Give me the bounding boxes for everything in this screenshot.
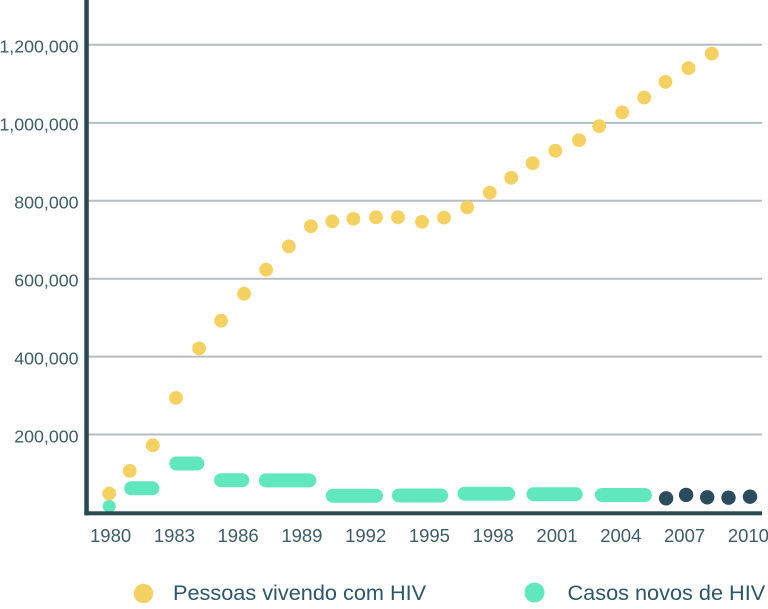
svg-text:600,000: 600,000: [14, 271, 78, 291]
svg-text:Pessoas vivendo com HIV: Pessoas vivendo com HIV: [173, 580, 427, 605]
svg-text:Casos novos de HIV: Casos novos de HIV: [568, 580, 766, 605]
svg-text:200,000: 200,000: [14, 426, 78, 446]
svg-text:1980: 1980: [90, 525, 131, 546]
svg-text:1986: 1986: [218, 525, 259, 546]
svg-text:2004: 2004: [600, 525, 641, 546]
svg-text:1983: 1983: [154, 525, 195, 546]
svg-text:1,200,000: 1,200,000: [0, 37, 79, 57]
svg-text:2007: 2007: [664, 525, 705, 546]
svg-text:2001: 2001: [536, 525, 577, 546]
svg-text:800,000: 800,000: [14, 193, 78, 213]
svg-text:400,000: 400,000: [14, 348, 78, 368]
svg-text:1,000,000: 1,000,000: [0, 115, 79, 135]
svg-text:1995: 1995: [409, 525, 450, 546]
svg-text:1992: 1992: [345, 525, 386, 546]
svg-text:2010: 2010: [728, 525, 768, 546]
svg-text:1998: 1998: [473, 525, 514, 546]
svg-text:1989: 1989: [281, 525, 322, 546]
